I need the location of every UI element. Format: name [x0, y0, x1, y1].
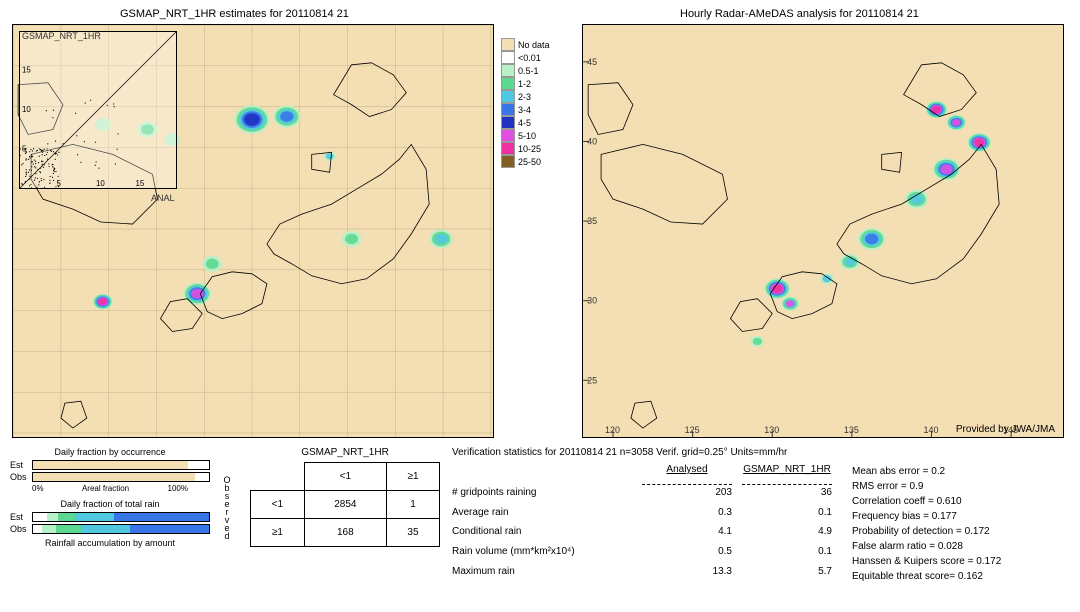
legend-item: 25-50	[501, 155, 557, 168]
metric: Hanssen & Kuipers score = 0.172	[852, 554, 1001, 569]
axis-0: 0%	[32, 484, 44, 493]
cont-row-lt1: <1	[251, 491, 305, 519]
stat-gsmap: 0.1	[742, 546, 832, 564]
occ-est-bar	[32, 460, 210, 470]
obs-label-2: Obs	[10, 524, 32, 534]
rain-obs-bar	[32, 524, 210, 534]
rain-est-bar	[32, 512, 210, 522]
stat-gsmap: 4.9	[742, 526, 832, 544]
left-map: GSMAP_NRT_1HR 5510101515 ANAL	[12, 24, 494, 438]
legend-item: <0.01	[501, 51, 557, 64]
stats-header: Verification statistics for 20110814 21 …	[452, 447, 1070, 458]
svg-text:10: 10	[96, 179, 105, 188]
cell-lt1-ge1: 1	[386, 491, 439, 519]
stat-name: Rain volume (mm*km²x10⁴)	[452, 546, 632, 564]
contingency-table-panel: GSMAP_NRT_1HR <1 ≥1 <1 2854 1 ≥1 168 35	[250, 447, 440, 584]
metric: Mean abs error = 0.2	[852, 464, 1001, 479]
svg-text:15: 15	[22, 65, 31, 74]
stat-analysed: 4.1	[642, 526, 732, 544]
left-map-title: GSMAP_NRT_1HR estimates for 20110814 21	[120, 8, 349, 20]
stat-gsmap: 5.7	[742, 566, 832, 584]
cont-col-lt1: <1	[304, 463, 386, 491]
metric: Correlation coeff = 0.610	[852, 494, 1001, 509]
metric: Frequency bias = 0.177	[852, 509, 1001, 524]
stat-analysed: 13.3	[642, 566, 732, 584]
contingency-table: <1 ≥1 <1 2854 1 ≥1 168 35	[250, 462, 440, 547]
metric: False alarm ratio = 0.028	[852, 539, 1001, 554]
accumulation-title: Rainfall accumulation by amount	[10, 538, 210, 548]
stats-table: Analysed GSMAP_NRT_1HR # gridpoints rain…	[452, 464, 832, 584]
analysed-hdr: Analysed	[642, 464, 732, 485]
occurrence-title: Daily fraction by occurrence	[10, 447, 210, 457]
total-rain-title: Daily fraction of total rain	[10, 499, 210, 509]
right-map-svg: 4540353025120125130135140145	[583, 25, 1063, 437]
legend-item: 0.5-1	[501, 64, 557, 77]
stat-gsmap: 0.1	[742, 507, 832, 525]
areal-label: Areal fraction	[82, 484, 129, 493]
metrics-list: Mean abs error = 0.2RMS error = 0.9Corre…	[852, 464, 1001, 584]
provided-by: Provided by JWA/JMA	[956, 424, 1055, 435]
stat-name: Maximum rain	[452, 566, 632, 584]
legend-item: No data	[501, 38, 557, 51]
legend-item: 5-10	[501, 129, 557, 142]
stats-panel: Verification statistics for 20110814 21 …	[452, 447, 1070, 584]
cont-col-ge1: ≥1	[386, 463, 439, 491]
cell-ge1-lt1: 168	[304, 519, 386, 547]
scatter-inset: GSMAP_NRT_1HR 5510101515	[19, 31, 177, 189]
svg-text:10: 10	[22, 105, 31, 114]
color-legend: No data<0.010.5-11-22-33-44-55-1010-2525…	[501, 38, 557, 168]
inset-svg: 5510101515	[20, 32, 176, 188]
legend-item: 3-4	[501, 103, 557, 116]
right-map-title: Hourly Radar-AMeDAS analysis for 2011081…	[680, 8, 919, 20]
observed-vertical-label: Observed	[222, 447, 232, 584]
stat-name: # gridpoints raining	[452, 487, 632, 505]
axis-100: 100%	[168, 484, 188, 493]
stat-name: Average rain	[452, 507, 632, 525]
legend-item: 2-3	[501, 90, 557, 103]
legend-item: 4-5	[501, 116, 557, 129]
est-label-2: Est	[10, 512, 32, 522]
legend-item: 1-2	[501, 77, 557, 90]
stat-analysed: 203	[642, 487, 732, 505]
occ-obs-bar	[32, 472, 210, 482]
metric: RMS error = 0.9	[852, 479, 1001, 494]
fraction-panel: Daily fraction by occurrence Est Obs 0% …	[10, 447, 210, 584]
est-label: Est	[10, 460, 32, 470]
stat-analysed: 0.5	[642, 546, 732, 564]
gsmap-hdr: GSMAP_NRT_1HR	[742, 464, 832, 485]
metric: Equitable threat score= 0.162	[852, 569, 1001, 584]
legend-item: 10-25	[501, 142, 557, 155]
contingency-title: GSMAP_NRT_1HR	[250, 447, 440, 458]
stat-gsmap: 36	[742, 487, 832, 505]
cell-ge1-ge1: 35	[386, 519, 439, 547]
inset-label: GSMAP_NRT_1HR	[22, 31, 101, 41]
stat-analysed: 0.3	[642, 507, 732, 525]
obs-label: Obs	[10, 472, 32, 482]
stat-name: Conditional rain	[452, 526, 632, 544]
cell-lt1-lt1: 2854	[304, 491, 386, 519]
cont-row-ge1: ≥1	[251, 519, 305, 547]
metric: Probability of detection = 0.172	[852, 524, 1001, 539]
svg-text:15: 15	[136, 179, 145, 188]
anal-label: ANAL	[151, 193, 175, 203]
right-map: 4540353025120125130135140145 Provided by…	[582, 24, 1064, 438]
